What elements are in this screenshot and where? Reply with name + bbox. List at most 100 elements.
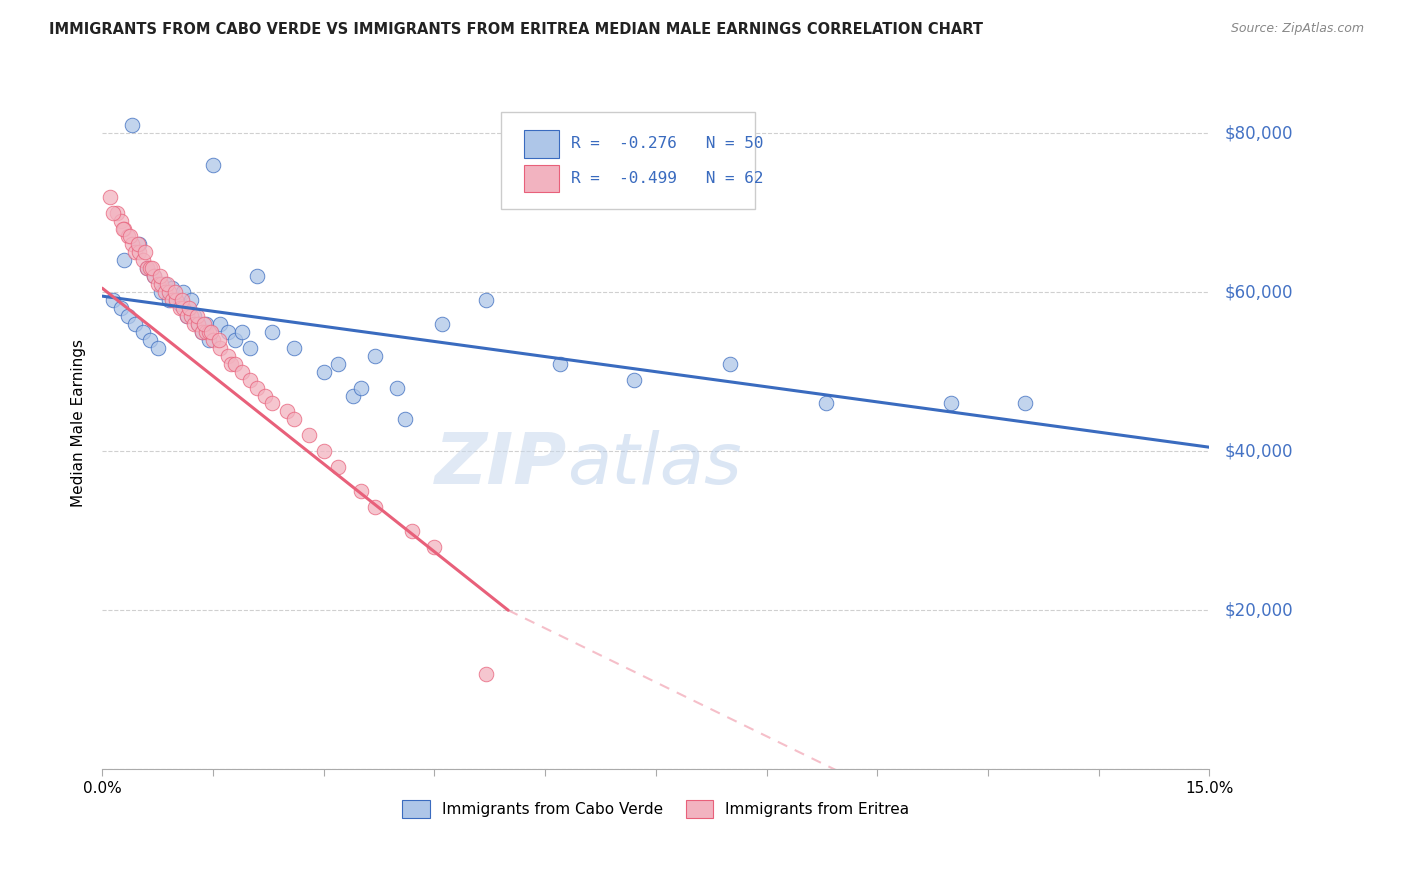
Point xyxy=(246,269,269,284)
Y-axis label: Median Male Earnings: Median Male Earnings xyxy=(72,339,86,508)
Point xyxy=(135,261,157,276)
Point xyxy=(163,285,186,300)
Point xyxy=(394,412,416,426)
FancyBboxPatch shape xyxy=(501,112,755,209)
Text: atlas: atlas xyxy=(567,430,742,500)
Point xyxy=(176,309,198,323)
Point xyxy=(183,309,205,323)
Point xyxy=(1014,396,1036,410)
Point xyxy=(139,333,162,347)
Text: $20,000: $20,000 xyxy=(1225,601,1292,619)
Point xyxy=(246,381,269,395)
Point xyxy=(260,325,283,339)
Point xyxy=(103,293,125,307)
Point xyxy=(209,317,232,331)
Point xyxy=(191,325,214,339)
Point xyxy=(121,237,143,252)
Point xyxy=(172,285,194,300)
Point xyxy=(283,412,305,426)
Point xyxy=(141,261,163,276)
Point xyxy=(349,381,371,395)
Point xyxy=(349,483,371,498)
FancyBboxPatch shape xyxy=(524,165,560,193)
Point xyxy=(169,297,191,311)
Point xyxy=(328,357,350,371)
Point xyxy=(117,309,139,323)
Point xyxy=(134,245,156,260)
Point xyxy=(165,293,187,307)
Point xyxy=(128,245,150,260)
Point xyxy=(142,269,165,284)
Point xyxy=(221,357,243,371)
Point xyxy=(217,349,239,363)
Point xyxy=(430,317,453,331)
Point xyxy=(149,269,172,284)
Point xyxy=(162,293,184,307)
Point xyxy=(176,309,198,323)
Point xyxy=(312,365,335,379)
Point xyxy=(283,341,305,355)
Point xyxy=(623,373,645,387)
Point xyxy=(169,301,191,315)
Point xyxy=(342,388,364,402)
Point xyxy=(105,205,128,219)
Point xyxy=(231,325,253,339)
Text: IMMIGRANTS FROM CABO VERDE VS IMMIGRANTS FROM ERITREA MEDIAN MALE EARNINGS CORRE: IMMIGRANTS FROM CABO VERDE VS IMMIGRANTS… xyxy=(49,22,983,37)
Point xyxy=(239,373,262,387)
Point xyxy=(200,325,222,339)
Point xyxy=(170,293,193,307)
Text: Source: ZipAtlas.com: Source: ZipAtlas.com xyxy=(1230,22,1364,36)
Point xyxy=(253,388,276,402)
Text: $60,000: $60,000 xyxy=(1225,283,1292,301)
Point xyxy=(224,333,246,347)
Point xyxy=(135,261,157,276)
Point xyxy=(224,357,246,371)
Point xyxy=(475,666,498,681)
Point xyxy=(814,396,837,410)
Text: $40,000: $40,000 xyxy=(1225,442,1292,460)
Point xyxy=(364,500,387,514)
Point xyxy=(150,285,173,300)
Point xyxy=(475,293,498,307)
Point xyxy=(157,293,180,307)
Point xyxy=(112,253,135,268)
Point xyxy=(183,317,205,331)
Point xyxy=(139,261,162,276)
Point xyxy=(186,309,208,323)
Point xyxy=(260,396,283,410)
Point xyxy=(718,357,741,371)
Point xyxy=(117,229,139,244)
Point xyxy=(112,221,135,235)
FancyBboxPatch shape xyxy=(524,130,560,158)
Point xyxy=(150,277,173,292)
Point xyxy=(157,285,180,300)
Point xyxy=(103,205,125,219)
Point xyxy=(162,281,184,295)
Point xyxy=(387,381,409,395)
Point xyxy=(194,317,217,331)
Point xyxy=(172,301,194,315)
Point xyxy=(193,317,215,331)
Point xyxy=(124,317,146,331)
Point xyxy=(201,158,224,172)
Point xyxy=(110,213,132,227)
Point xyxy=(98,190,121,204)
Point xyxy=(153,285,176,300)
Point xyxy=(187,317,209,331)
Point xyxy=(128,237,150,252)
Point xyxy=(328,460,350,475)
Point xyxy=(939,396,962,410)
Point xyxy=(312,444,335,458)
Point xyxy=(153,277,176,292)
Point xyxy=(364,349,387,363)
Point xyxy=(124,245,146,260)
Text: R =  -0.276   N = 50: R = -0.276 N = 50 xyxy=(571,136,763,152)
Point xyxy=(110,301,132,315)
Point xyxy=(194,325,217,339)
Point xyxy=(239,341,262,355)
Point xyxy=(121,118,143,132)
Point xyxy=(127,237,149,252)
Legend: Immigrants from Cabo Verde, Immigrants from Eritrea: Immigrants from Cabo Verde, Immigrants f… xyxy=(396,794,915,824)
Point xyxy=(191,325,214,339)
Point xyxy=(209,341,232,355)
